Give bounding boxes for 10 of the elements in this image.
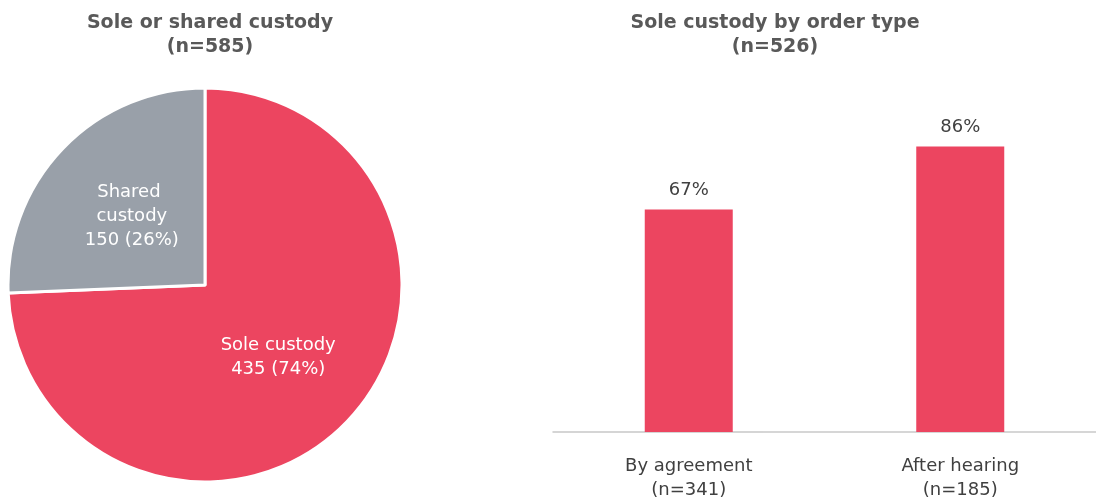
slice-label: Shared custody [96, 180, 168, 226]
chart-title: Sole custody by order type (n=526) [630, 10, 920, 56]
chart-title: Sole or shared custody (n=585) [86, 10, 334, 56]
x-tick-label: After hearing (n=185) [901, 453, 1020, 499]
data-label: 67% [668, 178, 709, 200]
data-label: 86% [940, 114, 981, 136]
x-tick-label: By agreement (n=341) [625, 453, 753, 499]
data-label: 435 (74%) [231, 356, 326, 378]
slice-label: Sole custody [220, 332, 337, 354]
data-label: 150 (26%) [84, 228, 179, 250]
